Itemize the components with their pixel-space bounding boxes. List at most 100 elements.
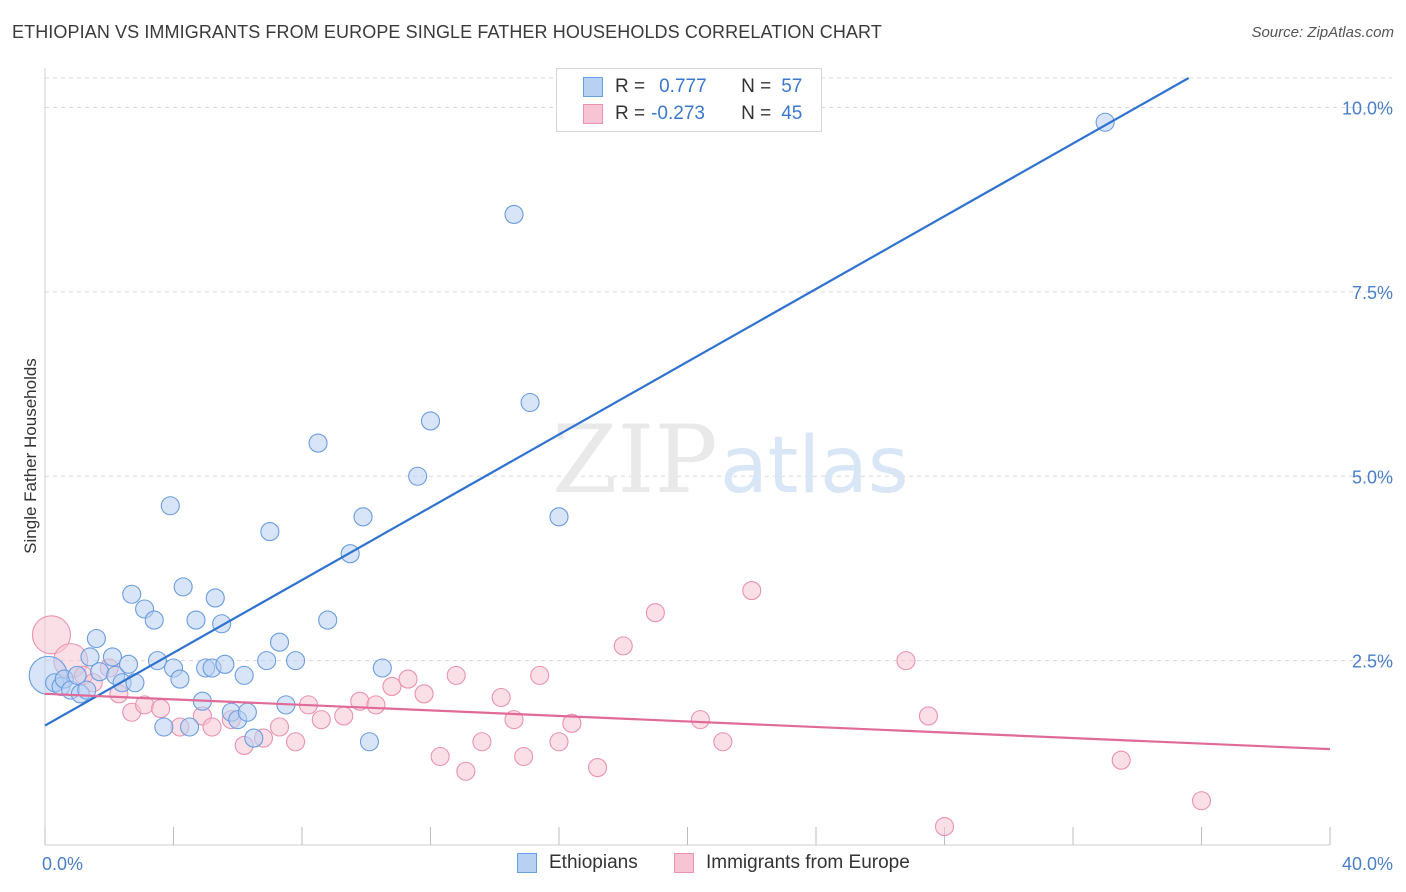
data-point	[359, 732, 380, 752]
data-point	[420, 411, 441, 431]
data-point	[742, 581, 762, 601]
data-point	[414, 684, 434, 704]
data-point	[180, 717, 200, 737]
data-point	[90, 662, 110, 682]
data-point	[366, 695, 386, 715]
data-point	[318, 610, 338, 630]
data-point	[613, 636, 633, 656]
data-point	[269, 717, 290, 737]
data-point	[260, 522, 280, 542]
legend-r-label: R =	[615, 103, 646, 124]
data-point	[446, 665, 466, 685]
source-label: Source: ZipAtlas.com	[1251, 24, 1394, 41]
data-point	[269, 632, 290, 652]
data-point	[215, 654, 235, 674]
trend-line-immigrants	[44, 692, 1331, 751]
data-point	[520, 392, 540, 413]
correlation-legend: R = 0.777 N = 57 R = -0.273 N = 45	[556, 68, 822, 132]
data-point	[690, 710, 710, 730]
trend-line-ethiopians	[44, 77, 1190, 727]
data-point	[562, 713, 582, 733]
data-point	[398, 669, 418, 689]
data-point	[308, 433, 328, 453]
grid-lines	[45, 77, 1392, 662]
data-point	[118, 654, 139, 674]
series-legend-label: Immigrants from Europe	[706, 852, 910, 873]
data-point	[144, 610, 164, 630]
data-point	[1191, 791, 1212, 811]
data-point	[86, 628, 106, 649]
data-point	[372, 658, 392, 678]
data-point	[102, 647, 123, 667]
legend-r-value: 0.777	[659, 76, 707, 97]
legend-n-value: 45	[781, 103, 803, 124]
data-point	[491, 687, 511, 708]
series-immigrants-from-europe	[31, 581, 1212, 837]
data-point	[1111, 750, 1131, 770]
axes	[44, 68, 1331, 846]
series-legend-swatch-blue	[517, 853, 537, 873]
watermark: ZIP atlas	[552, 406, 909, 515]
data-point	[186, 610, 206, 630]
legend-n-label: N =	[741, 76, 772, 97]
data-point	[504, 204, 524, 224]
data-point	[918, 706, 938, 726]
trend-lines	[44, 77, 1331, 751]
legend-r-label: R =	[615, 76, 646, 97]
data-point	[286, 651, 306, 671]
y-tick-label: 5.0%	[1352, 467, 1393, 487]
series-legend-label: Ethiopians	[549, 852, 638, 873]
data-point	[67, 665, 87, 685]
data-point	[713, 732, 733, 752]
data-point	[530, 665, 550, 685]
data-point	[549, 507, 569, 527]
data-point	[237, 702, 257, 722]
data-point	[160, 496, 180, 516]
data-point	[202, 717, 222, 737]
series-legend-immigrants: Immigrants from Europe	[674, 852, 910, 874]
data-point	[934, 817, 955, 837]
data-point	[311, 710, 331, 730]
data-point	[430, 746, 450, 767]
legend-n-label: N =	[741, 103, 772, 124]
x-tick-min: 0.0%	[42, 854, 83, 874]
data-point	[205, 588, 225, 608]
legend-swatch-blue	[583, 77, 603, 97]
data-point	[151, 699, 171, 719]
data-point	[334, 706, 354, 726]
tick-labels: 2.5% 5.0% 7.5% 10.0%	[1342, 99, 1393, 672]
y-tick-label: 10.0%	[1342, 99, 1393, 119]
legend-swatch-pink	[583, 104, 603, 124]
data-point	[31, 615, 71, 655]
data-point	[173, 577, 193, 597]
legend-row-ethiopians: R = 0.777 N = 57	[583, 74, 802, 100]
series-legend-swatch-pink	[674, 853, 694, 873]
legend-n-value: 57	[781, 76, 803, 97]
y-tick-label: 2.5%	[1352, 652, 1393, 672]
watermark-zip: ZIP	[552, 406, 718, 515]
data-point	[122, 584, 142, 604]
y-axis-title: Single Father Households	[21, 358, 40, 554]
data-point	[125, 673, 145, 693]
data-point	[244, 728, 264, 748]
watermark-atlas: atlas	[720, 421, 909, 511]
data-point	[408, 466, 428, 486]
data-point	[896, 651, 916, 671]
series-legend-ethiopians: Ethiopians	[517, 852, 638, 874]
data-point	[170, 669, 190, 689]
series-ethiopians	[28, 112, 1115, 752]
chart-title: ETHIOPIAN VS IMMIGRANTS FROM EUROPE SING…	[12, 22, 882, 42]
y-tick-label: 7.5%	[1352, 283, 1393, 303]
data-point	[234, 665, 254, 685]
data-point	[154, 717, 174, 737]
data-point	[286, 732, 306, 752]
data-point	[353, 507, 373, 527]
legend-row-immigrants: R = -0.273 N = 45	[583, 101, 802, 127]
series-legend: Ethiopians Immigrants from Europe	[0, 852, 1406, 878]
data-point	[549, 732, 569, 752]
data-point	[257, 651, 277, 671]
data-point	[645, 603, 665, 623]
data-point	[382, 676, 402, 696]
data-point	[472, 732, 492, 752]
